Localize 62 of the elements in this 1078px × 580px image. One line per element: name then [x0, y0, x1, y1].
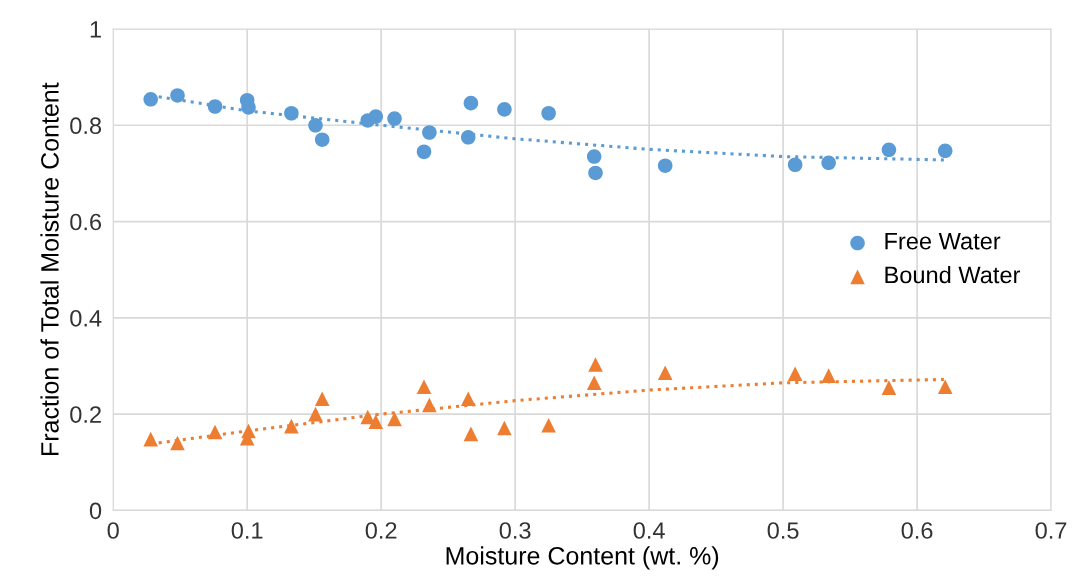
point [460, 130, 476, 145]
point [170, 88, 185, 103]
point [422, 125, 437, 140]
y-tick-label: 1 [90, 21, 101, 38]
point [308, 406, 323, 422]
point [308, 118, 323, 133]
point [588, 165, 603, 181]
point [821, 155, 836, 171]
y-tick-label: 0.8 [70, 117, 102, 135]
y-axis-title: Fraction of Total Moisture Content [40, 82, 59, 455]
x-tick-label: 0.4 [633, 522, 665, 539]
point [463, 95, 479, 111]
point [368, 414, 384, 430]
point [284, 418, 299, 434]
point [241, 423, 256, 439]
y-tick-label: 0.6 [70, 213, 102, 231]
point [387, 111, 402, 126]
point [387, 411, 402, 427]
x-tick-label: 0.6 [901, 522, 933, 539]
point [416, 379, 432, 394]
point [314, 391, 330, 406]
point [657, 365, 673, 380]
point [588, 357, 603, 372]
point [207, 424, 223, 440]
point [460, 391, 476, 406]
point [821, 368, 836, 383]
point [241, 100, 256, 115]
point [881, 380, 897, 395]
point [143, 92, 158, 107]
y-tick-label: 0.4 [70, 309, 102, 327]
point [787, 366, 803, 381]
point [881, 142, 897, 158]
y-tick-label: 0.2 [70, 406, 101, 423]
point [463, 426, 479, 442]
point [207, 99, 223, 114]
point [314, 132, 330, 148]
point [284, 105, 299, 121]
x-tick-label: 0.5 [767, 522, 799, 539]
x-tick-label: 0.7 [1035, 522, 1067, 539]
point [497, 420, 512, 436]
point [422, 397, 437, 413]
y-tick-label: 0 [89, 502, 102, 520]
point [937, 143, 953, 159]
point [497, 102, 512, 117]
point [541, 417, 556, 433]
point [143, 431, 158, 447]
point [787, 157, 803, 173]
point [657, 158, 673, 173]
point [368, 109, 384, 124]
x-tick-label: 0.2 [365, 522, 397, 539]
legend-label: Bound Water [885, 265, 1021, 284]
point [937, 379, 953, 394]
x-tick-label: 0.3 [499, 522, 531, 539]
x-tick-label: 0 [107, 522, 119, 539]
point [586, 375, 602, 391]
point [586, 149, 602, 164]
point [170, 435, 185, 451]
point [541, 105, 556, 121]
legend-label: Free Water [885, 233, 1001, 250]
x-axis-title: Moisture Content (wt. %) [446, 546, 719, 570]
point [416, 144, 432, 160]
x-tick-label: 0.1 [231, 522, 263, 539]
